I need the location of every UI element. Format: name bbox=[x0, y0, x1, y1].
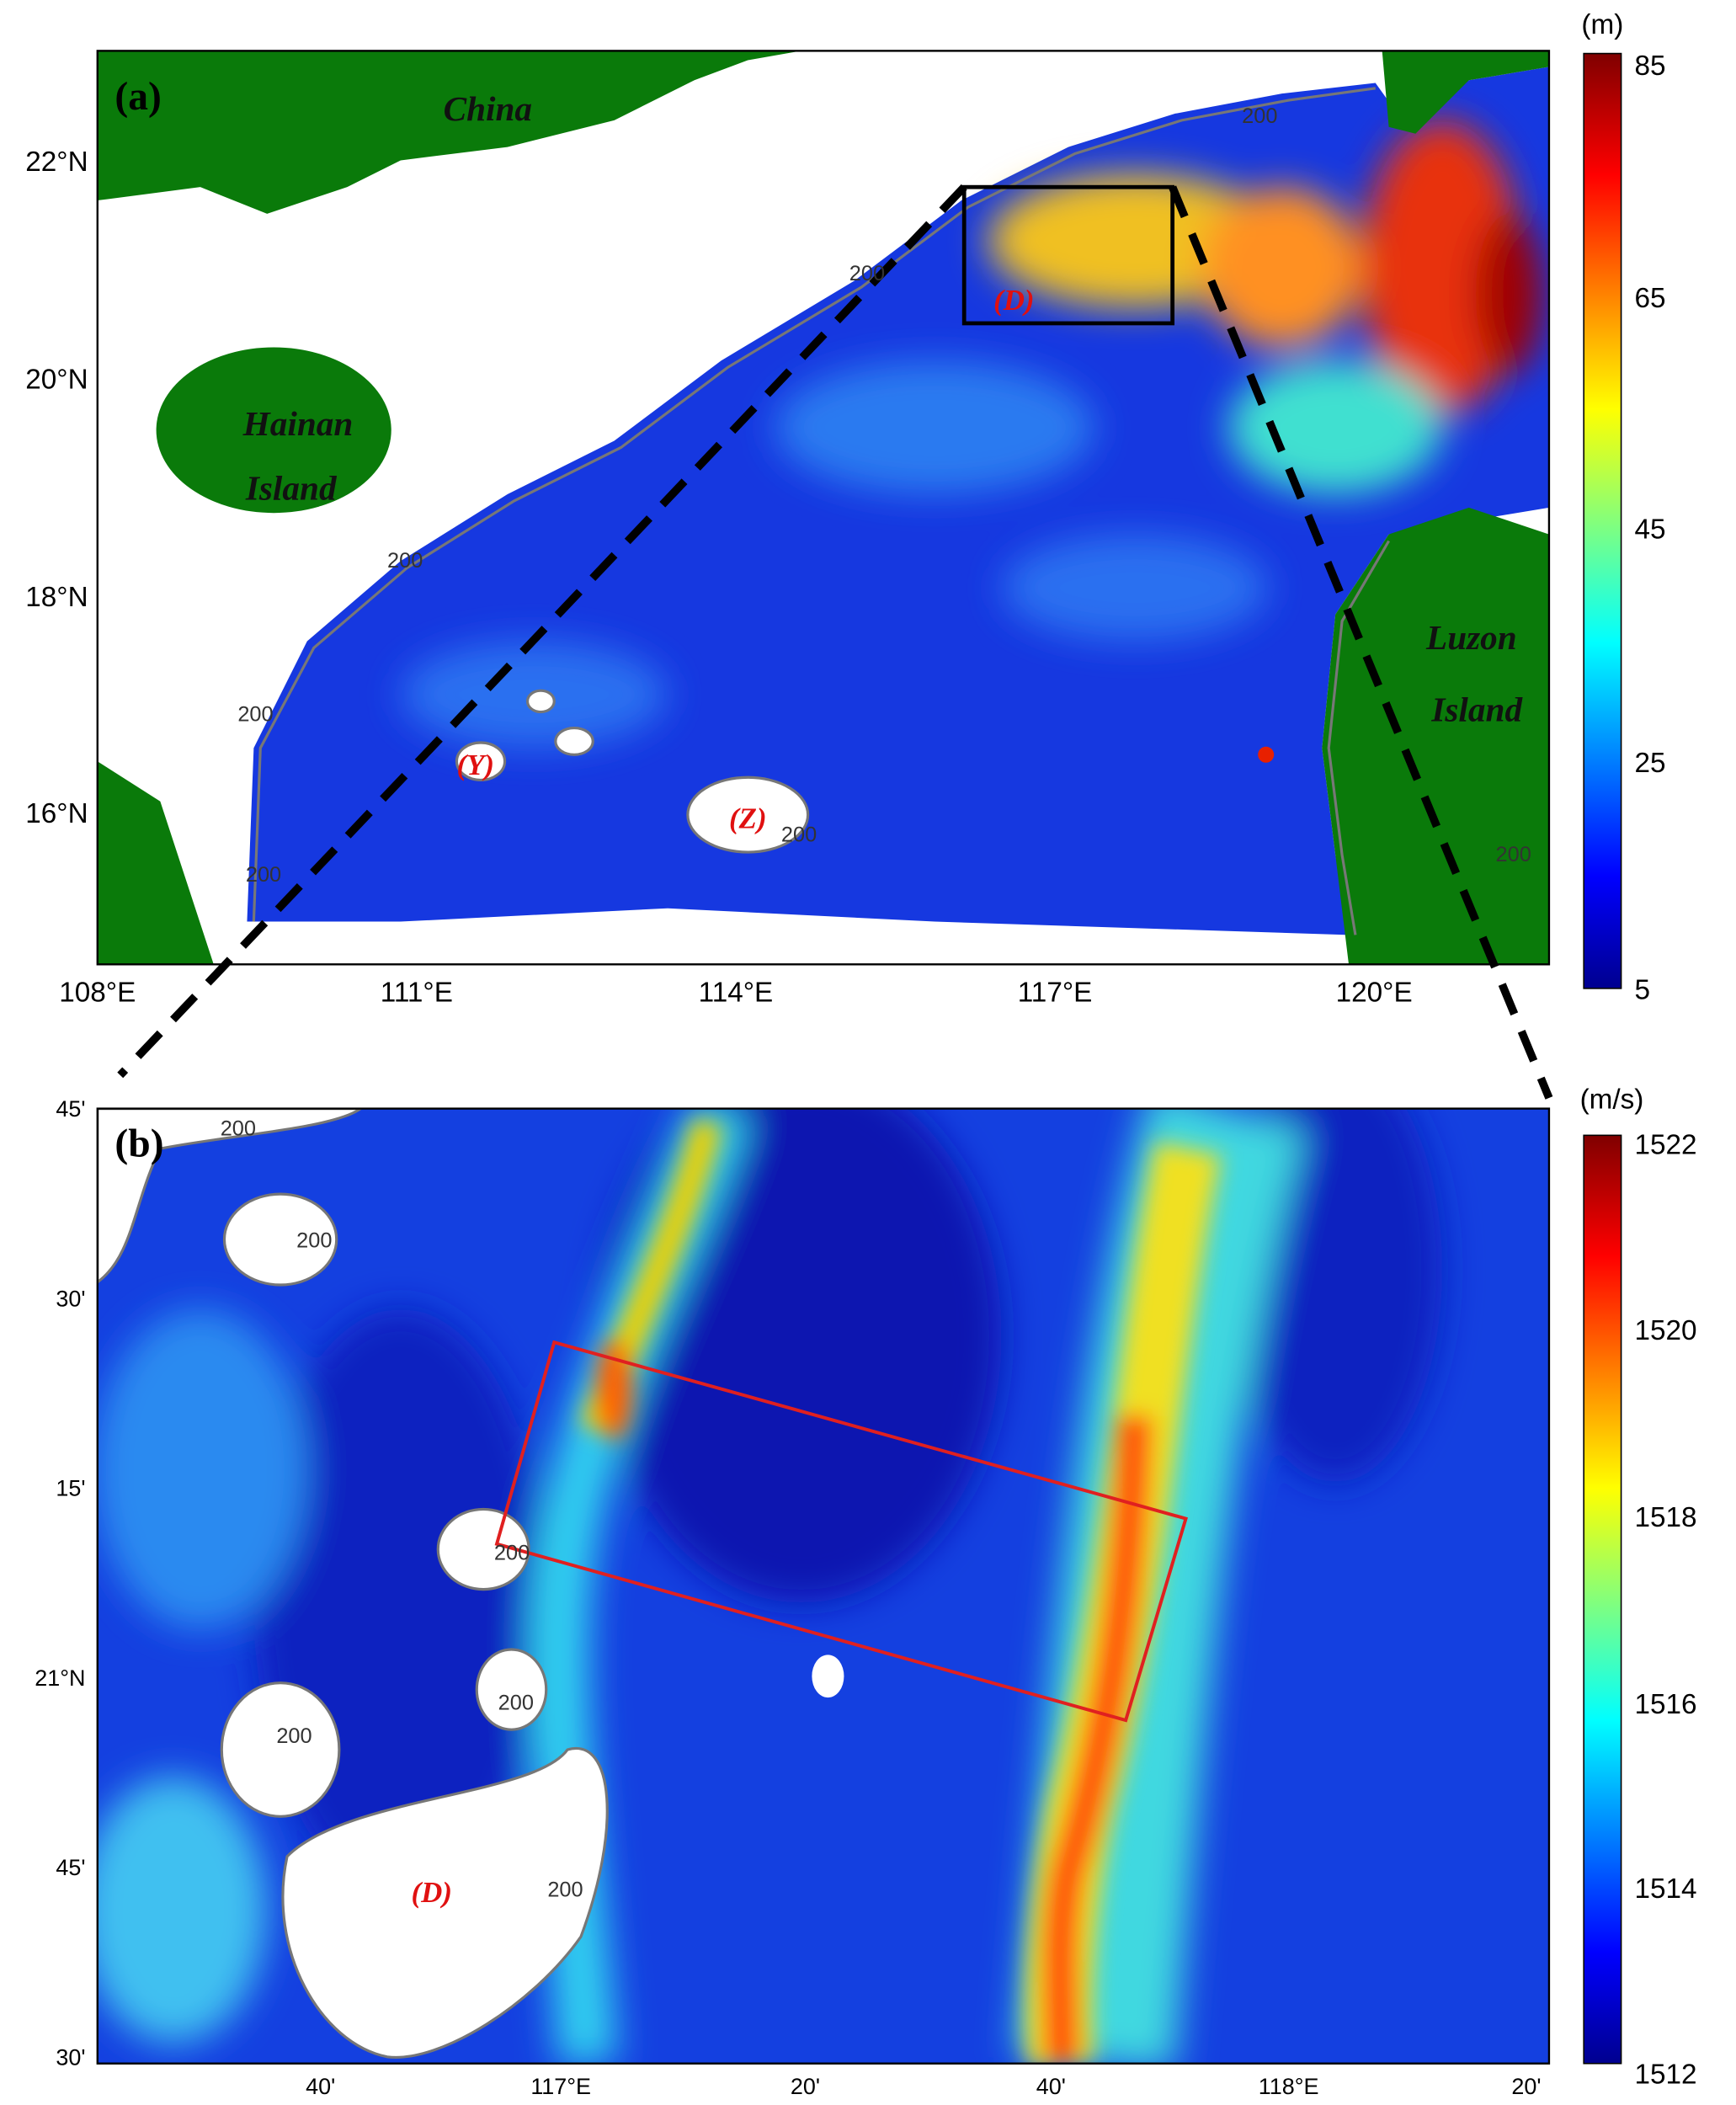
x-axis-b: 40' 117°E 20' 40' 118°E 20' bbox=[306, 2074, 1541, 2099]
y-tick-label: 15' bbox=[56, 1476, 85, 1501]
colorbar-b bbox=[1583, 1134, 1622, 2065]
panel-b-frame bbox=[96, 1107, 1551, 2065]
contour-label: 200 bbox=[221, 1116, 256, 1140]
y-axis-a: 22°N 20°N 18°N 16°N bbox=[25, 147, 88, 829]
x-tick-label: 111°E bbox=[381, 978, 453, 1009]
contour-label: 200 bbox=[494, 1542, 530, 1565]
x-tick-label: 120°E bbox=[1336, 978, 1413, 1009]
colorbar-tick-label: 1516 bbox=[1634, 1689, 1696, 1720]
contour-label: 200 bbox=[296, 1229, 332, 1253]
place-label: China bbox=[444, 89, 532, 128]
place-label: Luzon bbox=[1425, 618, 1517, 657]
colorbar-a bbox=[1583, 52, 1622, 989]
site-label: (D) bbox=[993, 284, 1034, 317]
y-tick-label: 16°N bbox=[25, 798, 88, 829]
x-tick-label: 20' bbox=[1511, 2074, 1541, 2099]
colorbar-tick-label: 25 bbox=[1634, 748, 1665, 779]
panel-a-map bbox=[97, 51, 1549, 965]
panel-label: (a) bbox=[114, 75, 161, 119]
contour-label: 200 bbox=[387, 549, 423, 573]
y-tick-label: 18°N bbox=[25, 582, 88, 613]
x-tick-label: 117°E bbox=[1018, 978, 1093, 1009]
colorbar-b-ticks: 1522 1520 1518 1516 1514 1512 bbox=[1634, 1130, 1696, 2091]
place-label: Island bbox=[1430, 690, 1523, 729]
y-axis-b: 45' 30' 15' 21°N 45' 30' bbox=[35, 1096, 85, 2070]
site-label: (D) bbox=[412, 1876, 452, 1909]
contour-label: 200 bbox=[547, 1878, 583, 1901]
place-label: Island bbox=[245, 468, 338, 507]
colorbar-unit: (m) bbox=[1581, 9, 1623, 40]
x-tick-label: 20' bbox=[791, 2074, 820, 2099]
y-tick-label: 45' bbox=[56, 1096, 85, 1122]
y-tick-label: 30' bbox=[56, 2044, 85, 2070]
zoom-line bbox=[117, 184, 967, 1079]
site-label: (Z) bbox=[729, 802, 767, 835]
contour-label: 200 bbox=[498, 1691, 534, 1714]
y-tick-label: 22°N bbox=[25, 147, 88, 178]
contour-label: 200 bbox=[237, 703, 273, 727]
zoom-box bbox=[961, 184, 1175, 326]
colorbar-unit: (m/s) bbox=[1580, 1084, 1644, 1116]
place-label: Hainan bbox=[242, 404, 354, 443]
colorbar-tick-label: 45 bbox=[1634, 514, 1665, 545]
colorbar-tick-label: 1522 bbox=[1634, 1130, 1696, 1161]
y-tick-label: 21°N bbox=[35, 1665, 85, 1691]
y-tick-label: 30' bbox=[56, 1286, 85, 1311]
zoom-line bbox=[1169, 185, 1553, 1100]
x-tick-label: 108°E bbox=[59, 978, 136, 1009]
colorbar-tick-label: 85 bbox=[1634, 51, 1665, 82]
x-tick-label: 114°E bbox=[699, 978, 774, 1009]
colorbar-tick-label: 1514 bbox=[1634, 1873, 1696, 1905]
contour-label: 200 bbox=[276, 1724, 312, 1748]
colorbar-tick-label: 1512 bbox=[1634, 2060, 1696, 2091]
y-tick-label: 20°N bbox=[25, 365, 88, 396]
colorbar-tick-label: 65 bbox=[1634, 283, 1665, 314]
contour-label: 200 bbox=[1242, 104, 1277, 128]
x-tick-label: 40' bbox=[1036, 2074, 1066, 2099]
contour-label: 200 bbox=[1495, 843, 1531, 866]
contour-label: 200 bbox=[781, 823, 817, 846]
x-tick-label: 118°E bbox=[1259, 2074, 1319, 2099]
panel-label: (b) bbox=[114, 1122, 163, 1166]
panel-a-frame bbox=[96, 50, 1551, 966]
x-tick-label: 117°E bbox=[530, 2074, 591, 2099]
contour-label: 200 bbox=[246, 863, 281, 887]
panel-b-map bbox=[97, 1108, 1549, 2064]
y-tick-label: 45' bbox=[56, 1855, 85, 1880]
x-axis-a: 108°E 111°E 114°E 117°E 120°E bbox=[59, 978, 1412, 1009]
site-label: (Y) bbox=[456, 749, 494, 781]
study-area-box bbox=[494, 1340, 1188, 1723]
x-tick-label: 40' bbox=[306, 2074, 335, 2099]
contour-label: 200 bbox=[849, 262, 885, 285]
colorbar-a-ticks: 85 65 45 25 5 bbox=[1634, 51, 1665, 1006]
colorbar-tick-label: 5 bbox=[1634, 975, 1650, 1006]
colorbar-tick-label: 1520 bbox=[1634, 1315, 1696, 1346]
colorbar-tick-label: 1518 bbox=[1634, 1502, 1696, 1533]
